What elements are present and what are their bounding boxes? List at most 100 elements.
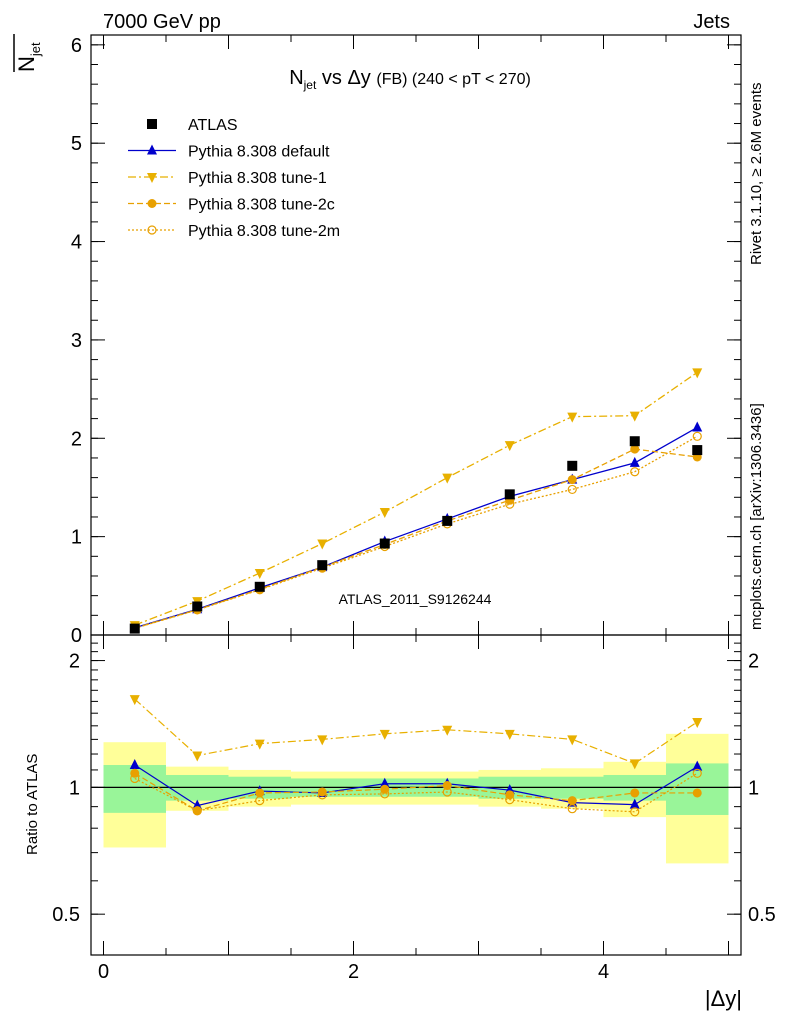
series-point-3: [630, 467, 640, 477]
legend-marker: [147, 144, 157, 155]
ratio-point-3: [505, 795, 515, 805]
series-point-3: [692, 431, 702, 441]
data-point: [692, 445, 703, 456]
header-right: Jets: [693, 11, 730, 33]
ratio-point-1: [692, 717, 703, 728]
main-y-ticks: 0 1 2 3 4 5 6: [71, 35, 741, 647]
ratio-point-1: [504, 729, 515, 740]
series-line-2: [134, 448, 698, 629]
ratio-point-2: [192, 806, 202, 816]
ratio-point-2: [380, 784, 390, 794]
series-line-1: [134, 371, 698, 626]
legend-marker: [147, 225, 157, 235]
chart-title: Njet vs Δy (FB) (240 < pT < 270): [289, 67, 531, 92]
legend-label: Pythia 8.308 default: [188, 144, 330, 161]
series-point-3: [567, 484, 577, 495]
ratio-point-3: [692, 768, 702, 778]
ratio-point-1: [192, 751, 203, 762]
ratio-point-1: [317, 735, 328, 746]
x-tick-label: 2: [348, 961, 359, 983]
ratio-point-1: [567, 735, 578, 746]
series-point-0: [692, 421, 703, 432]
main-plot-content: [129, 368, 703, 634]
ratio-point-2: [255, 788, 265, 798]
ratio-panel: 0.5 0.5 1 1 2 2 Ratio to ATLAS 0 2 4 |Δy|: [24, 35, 776, 1011]
ratio-point-2: [317, 787, 327, 797]
ratio-point-3: [567, 804, 577, 814]
ratio-point-3: [442, 787, 452, 797]
series-point-1: [567, 412, 578, 423]
ratio-point-3: [317, 790, 327, 800]
ratio-point-1: [629, 759, 640, 770]
x-tick-label: 4: [598, 961, 609, 983]
y-tick-label: 4: [71, 232, 82, 254]
data-point: [379, 538, 390, 549]
ratio-tick-label: 0.5: [52, 904, 80, 926]
legend-marker: [147, 119, 157, 129]
ratio-line-0: [134, 764, 698, 807]
legend-label: Pythia 8.308 tune-1: [188, 170, 327, 187]
ratio-point-1: [442, 725, 453, 736]
ratio-tick-label-right: 1: [748, 777, 759, 799]
series-point-3: [505, 499, 515, 509]
series-point-1: [692, 368, 703, 379]
watermark: ATLAS_2011_S9126244: [339, 591, 492, 607]
ratio-point-0: [692, 760, 703, 771]
ratio-point-3: [380, 789, 390, 799]
series-line-0: [134, 426, 698, 629]
ratio-tick-label-right: 0.5: [748, 904, 776, 926]
series-point-1: [442, 473, 453, 484]
legend-label: Pythia 8.308 tune-2c: [188, 197, 335, 214]
legend-label: ATLAS: [188, 117, 238, 134]
series-point-0: [629, 456, 640, 467]
rivet-label: Rivet 3.1.10, ≥ 2.6M events: [748, 83, 765, 266]
y-axis-label-sub: jet: [28, 42, 43, 57]
data-point: [567, 460, 578, 471]
header-left: 7000 GeV pp: [103, 11, 221, 33]
ratio-point-1: [254, 739, 265, 750]
data-point: [192, 601, 203, 612]
legend-label: Pythia 8.308 tune-2m: [188, 223, 340, 240]
y-tick-label: 0: [71, 625, 82, 647]
y-tick-label: 5: [71, 133, 82, 155]
legend-marker: [147, 199, 157, 208]
ratio-point-3: [192, 806, 202, 816]
y-tick-label: 2: [71, 428, 82, 450]
ratio-point-2: [567, 796, 577, 806]
ratio-y-label: Ratio to ATLAS: [24, 754, 41, 855]
y-tick-label: 1: [71, 527, 82, 549]
data-point: [504, 489, 515, 500]
y-axis-label: Njet: [14, 42, 43, 72]
legend-marker: [147, 173, 157, 183]
ratio-point-2: [692, 788, 702, 798]
series-point-1: [254, 569, 265, 580]
legend: ATLAS Pythia 8.308 default Pythia 8.308 tu…: [128, 117, 340, 240]
y-axis-label-main: N: [14, 56, 39, 72]
ratio-tick-label: 2: [69, 651, 80, 673]
ratio-y-ticks: 0.5 0.5 1 1 2 2: [52, 642, 776, 926]
data-point: [317, 560, 328, 571]
data-point: [629, 436, 640, 447]
ratio-point-2: [630, 788, 640, 798]
y-tick-label: 6: [71, 35, 82, 57]
ratio-tick-label-right: 2: [748, 651, 759, 673]
ratio-line-2: [134, 772, 698, 812]
series-point-2: [567, 475, 577, 485]
series-line-3: [134, 435, 698, 629]
svg-text:Njet: Njet: [14, 42, 43, 72]
ratio-point-0: [379, 777, 390, 788]
x-tick-label: 0: [98, 961, 109, 983]
y-tick-label: 3: [71, 330, 82, 352]
data-point: [254, 581, 265, 592]
ratio-point-3: [255, 796, 265, 806]
ratio-point-1: [379, 729, 390, 740]
x-axis-label: |Δy|: [705, 986, 742, 1011]
ratio-tick-label: 1: [69, 777, 80, 799]
ratio-point-3: [630, 807, 640, 817]
series-point-1: [504, 441, 515, 452]
main-panel: Njet vs Δy (FB) (240 < pT < 270) ATLAS_2…: [71, 34, 742, 647]
ratio-plot-content: [91, 695, 741, 864]
ratio-point-0: [129, 759, 140, 770]
data-point: [442, 515, 453, 526]
